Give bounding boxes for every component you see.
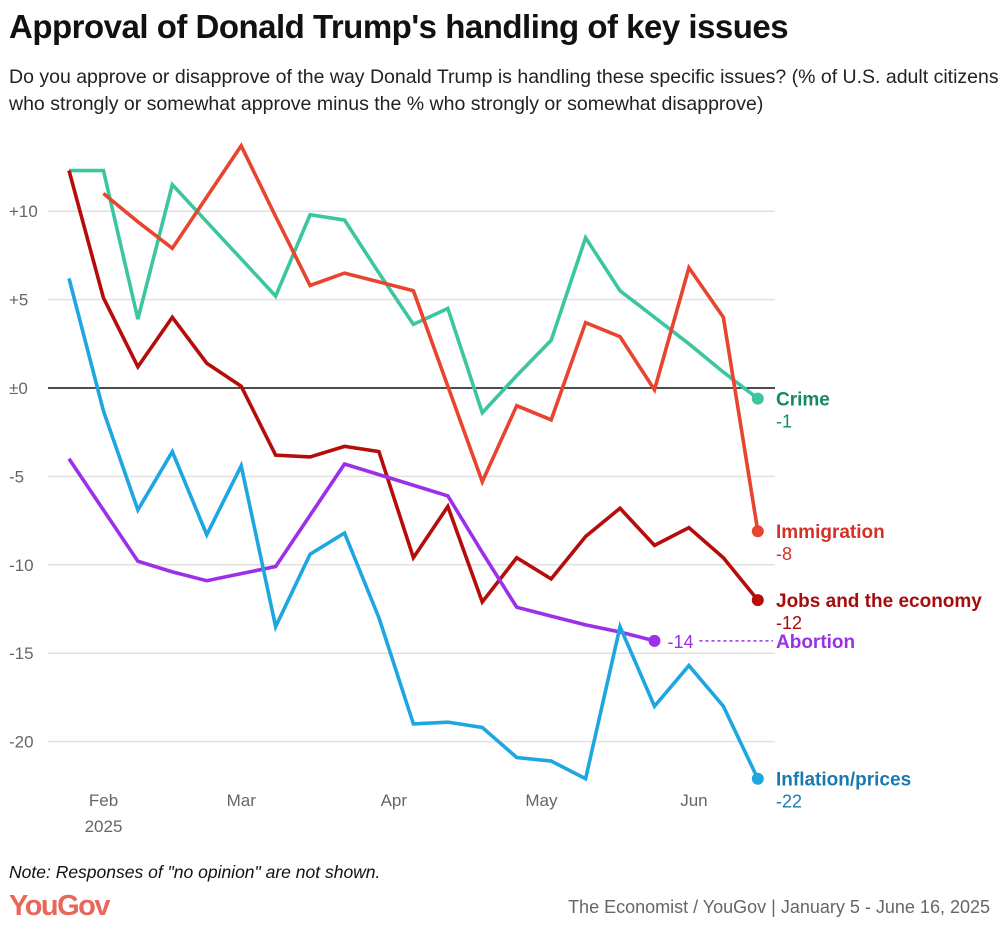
series-end-point — [751, 594, 764, 607]
series-label-crime: Crime — [776, 390, 830, 411]
y-tick-label: -15 — [9, 644, 34, 663]
data-label-crime: -1 — [776, 412, 792, 432]
series-line-inflation-prices — [67, 277, 760, 782]
y-tick-label: +5 — [9, 291, 28, 310]
x-tick-label: Jun — [680, 791, 707, 810]
y-tick-label: -10 — [9, 556, 34, 575]
series-end-point — [751, 772, 764, 785]
x-tick-sublabel: 2025 — [85, 817, 123, 836]
y-tick-label: -20 — [9, 733, 34, 752]
series-line-crime — [69, 168, 759, 417]
series-line-jobs-and-the-economy — [67, 170, 760, 606]
series-label-jobs-and-the-economy: Jobs and the economy — [776, 591, 982, 612]
yougov-logo: YouGov — [9, 890, 111, 922]
line-chart: +10 +5 ±0 -5 -10 -15 -20 Feb 2025 Mar Apr May Jun Cri… — [9, 142, 982, 836]
footnote: Note: Responses of "no opinion" are not … — [9, 862, 381, 882]
x-tick-label: May — [525, 791, 558, 810]
data-label-jobs-and-the-economy: -12 — [776, 613, 802, 633]
x-tick-label: Apr — [381, 791, 408, 810]
x-tick-label: Mar — [227, 791, 257, 810]
series-end-point — [751, 525, 764, 538]
data-label-inflation-prices: -22 — [776, 792, 802, 812]
data-label-immigration: -8 — [776, 544, 792, 564]
data-label-abortion: -14 — [667, 632, 693, 652]
series-label-immigration: Immigration — [776, 522, 885, 543]
y-tick-label: -5 — [9, 467, 24, 486]
series-label-abortion: Abortion — [776, 632, 855, 653]
chart-subtitle: Do you approve or disapprove of the way … — [9, 66, 999, 115]
series-end-point — [751, 392, 764, 405]
series-line-abortion — [67, 457, 655, 643]
x-tick-label: Feb — [89, 791, 118, 810]
series-end-point — [648, 634, 661, 647]
source-credit: The Economist / YouGov | January 5 - Jun… — [568, 897, 990, 917]
y-tick-label: ±0 — [9, 379, 28, 398]
series-label-inflation-prices: Inflation/prices — [776, 770, 911, 791]
y-tick-label: +10 — [9, 202, 38, 221]
chart-title: Approval of Donald Trump's handling of k… — [9, 8, 789, 45]
series-line-immigration — [102, 142, 760, 532]
